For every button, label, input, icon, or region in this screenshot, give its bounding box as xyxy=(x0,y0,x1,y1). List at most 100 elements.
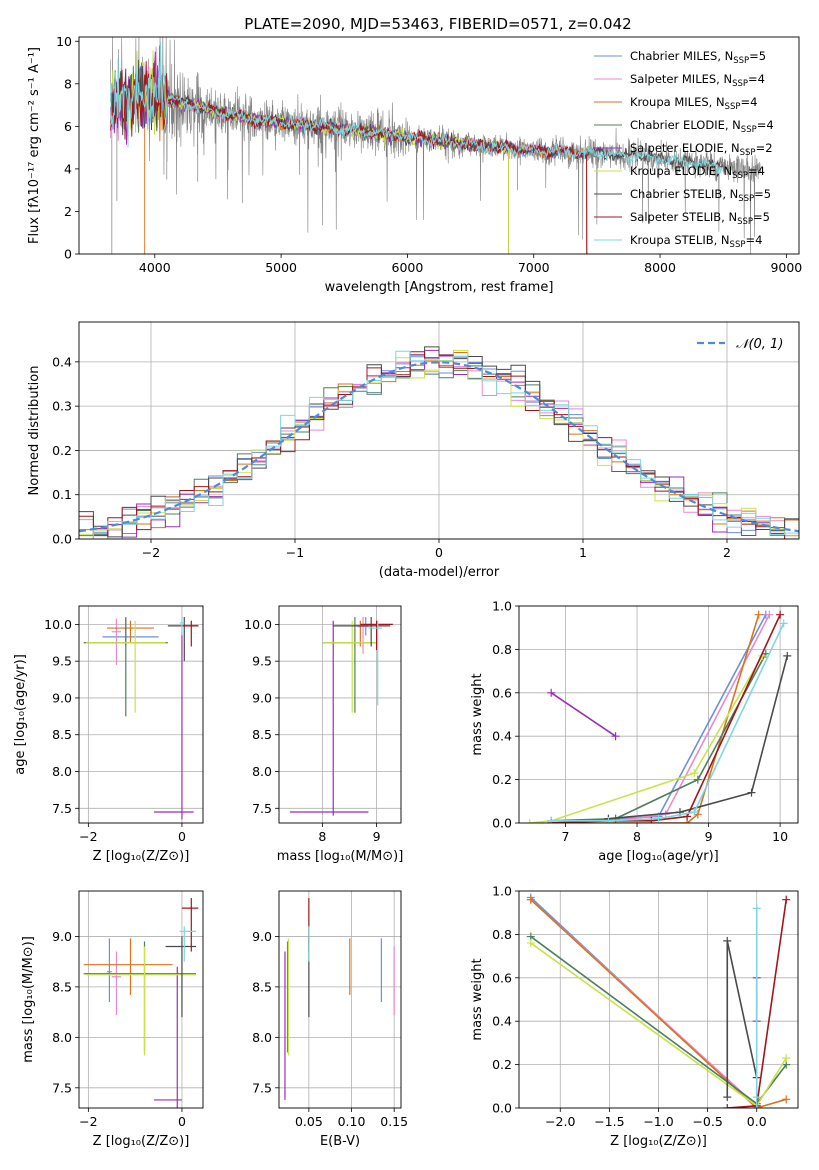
y-tick-label: 9.5 xyxy=(252,654,272,669)
weight-point-marker xyxy=(779,619,788,628)
errorbar-point xyxy=(179,617,185,636)
weight-series-line xyxy=(550,692,617,737)
y-tick-label: 8 xyxy=(64,76,72,91)
errorbar-point xyxy=(179,926,196,962)
legend-value: =5 xyxy=(753,210,770,224)
grid-lines xyxy=(279,606,401,823)
axes-frame xyxy=(78,890,204,1109)
model-spectrum-line xyxy=(110,41,724,175)
legend-entry: Salpeter ELODIE, NSSP=2 xyxy=(630,141,773,158)
errorbar-point xyxy=(111,951,122,1016)
errorbar-point xyxy=(153,966,182,1108)
y-tick-label: 0.2 xyxy=(52,443,72,458)
x-tick-label: −0.5 xyxy=(692,1114,722,1129)
y-axis-label: age [log₁₀(age/yr)] xyxy=(13,654,28,775)
y-tick-label: 9.5 xyxy=(52,654,72,669)
errorbar-point xyxy=(107,938,112,1003)
plot-area xyxy=(526,893,791,1108)
errorbar-point xyxy=(368,620,383,706)
x-tick-label: 9000 xyxy=(770,260,802,275)
errorbar-point xyxy=(153,631,194,820)
weight-series-line xyxy=(551,653,767,822)
weight-point-marker xyxy=(547,816,556,823)
x-tick-label: 9 xyxy=(705,829,713,844)
y-tick-label: 7.5 xyxy=(52,801,72,816)
legend-value: =5 xyxy=(754,187,771,201)
weight-series xyxy=(752,904,761,1108)
errorbar-point xyxy=(357,617,369,654)
plot-area xyxy=(83,898,199,1108)
weight-series xyxy=(604,651,792,823)
y-tick-label: 7.5 xyxy=(52,1080,72,1095)
legend-entry: Salpeter MILES, NSSP=4 xyxy=(630,72,765,89)
x-tick-label: −2 xyxy=(79,1114,97,1129)
weight-point-marker xyxy=(783,651,792,660)
y-tick-label: 0.0 xyxy=(492,1101,512,1116)
legend-entry: Kroupa MILES, NSSP=4 xyxy=(630,95,757,112)
axes-frame xyxy=(518,605,799,824)
legend-value: =4 xyxy=(757,118,774,132)
y-tick-label: 4 xyxy=(64,161,72,176)
x-axis-label: Z [log₁₀(Z/Z⊙)] xyxy=(93,849,190,864)
axes-frame xyxy=(278,605,402,824)
y-tick-label: 8.0 xyxy=(52,764,72,779)
legend-value: =4 xyxy=(748,72,765,86)
weight-point-marker xyxy=(690,808,699,817)
weight-point-marker xyxy=(723,1093,732,1102)
x-tick-label: 0 xyxy=(435,545,443,560)
errorbar-point xyxy=(83,617,168,717)
y-tick-label: 8.0 xyxy=(252,1030,272,1045)
errorbar-point xyxy=(83,938,173,995)
figure-title: PLATE=2090, MJD=53463, FIBERID=0571, z=0… xyxy=(244,15,631,33)
legend-subscript: SSP xyxy=(732,79,748,89)
weight-vs-age-panel: 7 8 9 10 0.0 0.2 0.4 0.6 0.8 1.0 age [log₁₀(age/yr… xyxy=(470,599,799,864)
y-tick-label: 0 xyxy=(64,247,72,262)
y-tick-label: 0.8 xyxy=(492,642,512,657)
legend-subscript: SSP xyxy=(725,102,741,112)
y-tick-label: 0.0 xyxy=(52,532,72,547)
weight-point-marker xyxy=(776,610,785,619)
spectrum-panel: 4000 5000 6000 7000 8000 9000 0 2 4 6 8 10 wavelengt… xyxy=(27,34,802,295)
y-tick-label: 7.5 xyxy=(252,1080,272,1095)
x-tick-label: 0.10 xyxy=(338,1114,366,1129)
plot-area xyxy=(110,37,762,254)
x-axis-label: E(B-V) xyxy=(320,1134,360,1149)
x-tick-label: −2 xyxy=(142,545,160,560)
age-vs-metallicity-panel: −2 0 7.5 8.0 8.5 9.0 9.5 10.0 Z [log₁₀(Z/Z⊙)] age… xyxy=(13,605,204,864)
weight-point-marker xyxy=(654,814,663,823)
y-tick-label: 0.2 xyxy=(492,772,512,787)
weight-series xyxy=(547,610,770,823)
legend-entry: Salpeter STELIB, NSSP=5 xyxy=(630,210,770,227)
legend-entry: Kroupa ELODIE, NSSP=4 xyxy=(630,164,765,181)
weight-series xyxy=(547,619,788,823)
legend-entry: Chabrier STELIB, NSSP=5 xyxy=(630,187,771,204)
weight-point-marker xyxy=(526,939,535,948)
legend-entry: Chabrier ELODIE, NSSP=4 xyxy=(630,118,774,135)
weight-vs-metallicity-panel: −2.0 −1.5 −1.0 −0.5 0.0 0.0 0.2 0.4 0.6 0.8 1.0 Z [… xyxy=(470,884,799,1149)
legend-label: Chabrier ELODIE, N xyxy=(630,118,741,132)
axes-frame xyxy=(78,36,800,255)
weight-point-marker xyxy=(526,895,535,904)
x-tick-label: 8000 xyxy=(644,260,676,275)
legend-label: Chabrier MILES, N xyxy=(630,49,733,63)
y-axis-label: mass weight xyxy=(470,958,485,1040)
y-tick-label: 0.4 xyxy=(52,354,72,369)
x-tick-label: 0.15 xyxy=(380,1114,408,1129)
legend-label: Salpeter ELODIE, N xyxy=(630,141,740,155)
weight-series-line xyxy=(551,614,781,823)
y-tick-label: 10.0 xyxy=(44,617,72,632)
weight-point-marker xyxy=(693,775,702,784)
x-tick-label: 8 xyxy=(318,829,326,844)
weight-series xyxy=(525,651,767,823)
weight-series xyxy=(723,936,761,1102)
weight-point-marker xyxy=(782,895,791,904)
errorbar-point xyxy=(107,620,154,643)
residual-step-histogram xyxy=(79,351,799,539)
legend-label: Kroupa MILES, N xyxy=(630,95,725,109)
legend-label: Kroupa ELODIE, N xyxy=(630,164,732,178)
legend-subscript: SSP xyxy=(733,56,749,66)
weight-series xyxy=(547,649,770,823)
grid-lines xyxy=(79,891,203,1108)
weight-point-marker xyxy=(752,904,761,913)
errorbar-point xyxy=(181,898,199,952)
